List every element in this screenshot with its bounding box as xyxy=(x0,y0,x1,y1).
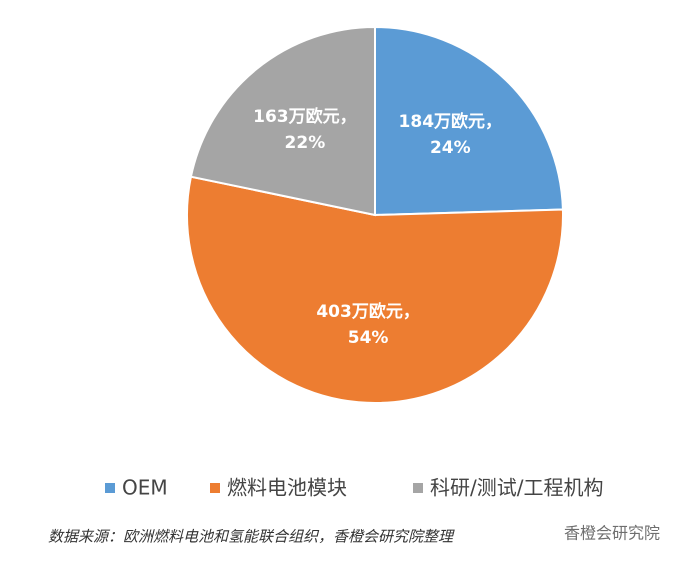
pie-slice xyxy=(189,25,376,217)
pie-slice xyxy=(186,175,564,404)
watermark: 香橙会研究院 xyxy=(564,524,660,543)
value-label: 184万欧元， xyxy=(399,111,503,132)
percent-label: 24% xyxy=(430,138,471,158)
pie-slice xyxy=(374,25,564,217)
value-label: 403万欧元， xyxy=(316,301,420,322)
source: 数据来源：欧洲燃料电池和氢能联合组织，香橙会研究院整理 xyxy=(48,528,455,546)
legend-swatch xyxy=(210,483,220,493)
legend-label: 燃料电池模块 xyxy=(227,476,347,500)
legend-label: 科研/测试/工程机构 xyxy=(430,476,603,500)
legend-swatch xyxy=(105,483,115,493)
legend-swatch xyxy=(413,483,423,493)
legend-label: OEM xyxy=(122,476,168,500)
percent-label: 22% xyxy=(285,133,326,153)
percent-label: 54% xyxy=(348,328,389,348)
value-label: 163万欧元， xyxy=(253,106,357,127)
